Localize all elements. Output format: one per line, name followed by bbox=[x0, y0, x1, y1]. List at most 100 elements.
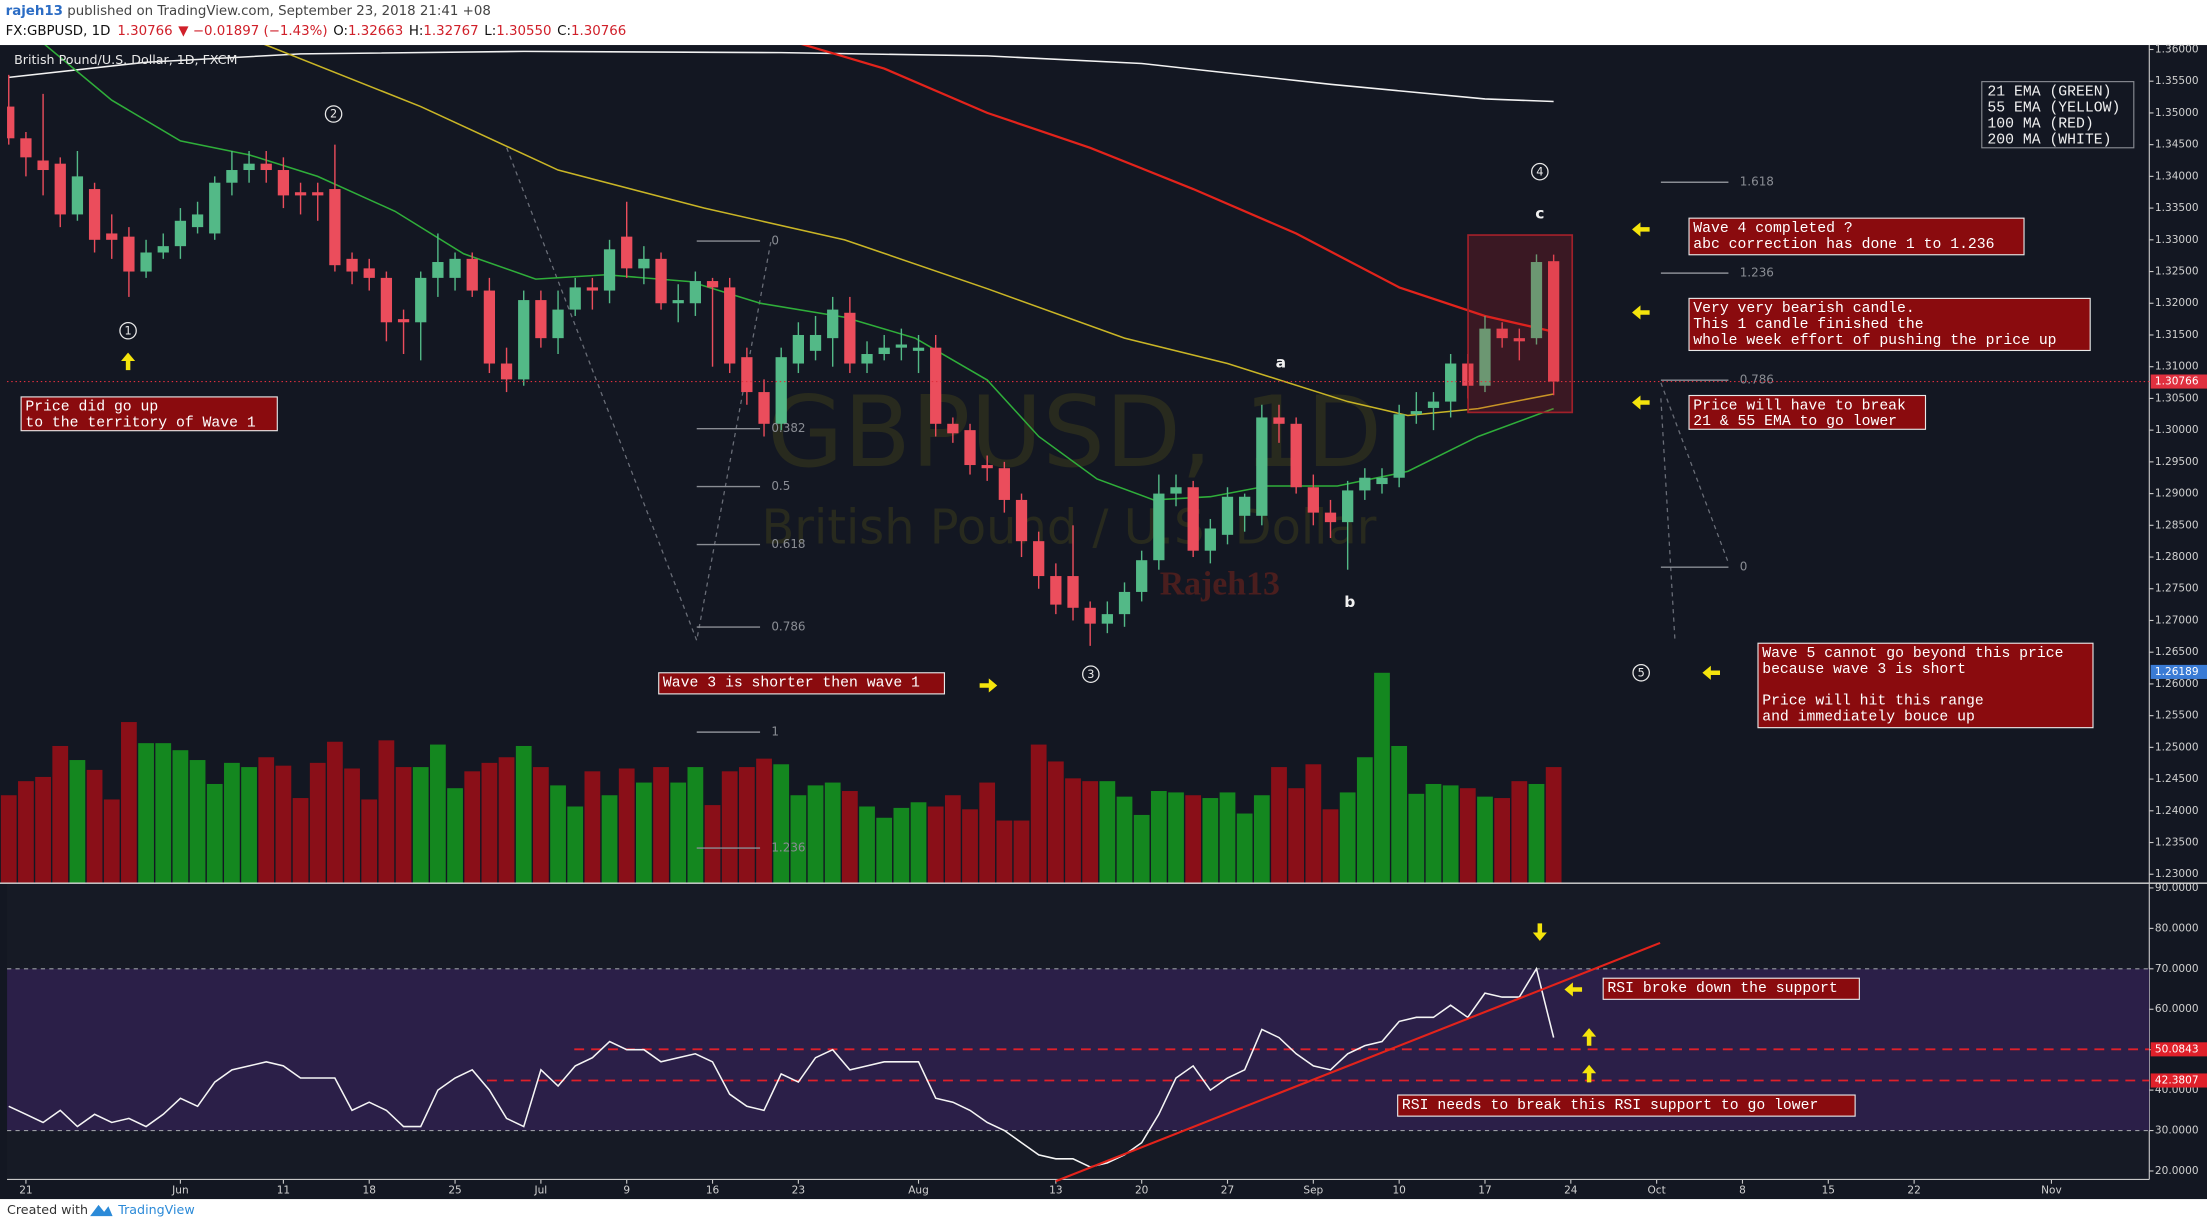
candle-body bbox=[1221, 496, 1234, 535]
moving-average bbox=[801, 45, 1554, 333]
y-tick-label: 1.34500 bbox=[2155, 139, 2199, 151]
volume-bar bbox=[35, 776, 51, 883]
y-tick-label: 1.29500 bbox=[2155, 456, 2199, 468]
volume-bar bbox=[1288, 788, 1305, 883]
rsi-level-tag bbox=[2150, 1073, 2207, 1088]
annotation-box bbox=[1688, 297, 2091, 352]
volume-bar bbox=[121, 722, 137, 883]
volume-bar bbox=[1408, 793, 1425, 883]
annotation-box bbox=[1688, 394, 1927, 430]
volume-bar bbox=[721, 771, 738, 883]
y-tick-label: 1.32000 bbox=[2155, 297, 2199, 309]
candle-body bbox=[1118, 591, 1131, 615]
y-tick-label: 1.24500 bbox=[2155, 773, 2199, 785]
candle-body bbox=[449, 258, 461, 278]
candle-body bbox=[329, 189, 341, 266]
candle-body bbox=[621, 236, 633, 269]
ohlc-label: L: bbox=[484, 24, 496, 39]
ohlc-value: 1.30550 bbox=[496, 24, 551, 39]
fib-label: 0.382 bbox=[771, 421, 805, 435]
x-tick-label: 8 bbox=[1739, 1185, 1746, 1197]
candle-body bbox=[260, 163, 272, 171]
candle-body bbox=[998, 468, 1010, 500]
candle-body bbox=[277, 170, 290, 196]
annotation-text: Price will hit this range bbox=[1762, 694, 1984, 710]
candle-body bbox=[1548, 261, 1560, 382]
candle-body bbox=[1445, 363, 1457, 402]
published-line: rajeh13 published on TradingView.com, Se… bbox=[6, 4, 491, 19]
volume-bar bbox=[1013, 820, 1030, 883]
volume-bar bbox=[704, 805, 721, 883]
candle-body bbox=[535, 300, 547, 339]
candle-body bbox=[37, 160, 49, 171]
fib-label: 1.618 bbox=[1740, 175, 1774, 189]
x-tick-label: 23 bbox=[792, 1185, 805, 1197]
watermark-symbol: GBPUSD, 1D bbox=[767, 376, 1382, 490]
abc-label: b bbox=[1344, 593, 1355, 611]
x-tick-label: 13 bbox=[1049, 1185, 1062, 1197]
volume-bar bbox=[481, 762, 498, 883]
annotation-text: abc correction has done 1 to 1.236 bbox=[1693, 237, 1994, 253]
x-tick-label: Sep bbox=[1303, 1185, 1323, 1197]
annotation-box bbox=[1397, 1094, 1856, 1117]
rsi-level-label: 42.3807 bbox=[2155, 1074, 2199, 1086]
symbol-line: FX:GBPUSD, 1D 1.30766 ▼ −0.01897 (−1.43%) O… bbox=[6, 24, 627, 39]
volume-bar bbox=[206, 783, 223, 883]
candle-body bbox=[844, 312, 856, 364]
wave-circle bbox=[1632, 663, 1650, 682]
y-tick-label: 1.34000 bbox=[2155, 170, 2199, 182]
candle-body bbox=[226, 170, 238, 183]
author[interactable]: rajeh13 bbox=[6, 4, 63, 19]
volume-bar bbox=[0, 795, 17, 883]
wave-label: 4 bbox=[1536, 165, 1543, 178]
footer-created: Created with bbox=[7, 1202, 88, 1217]
candle-body bbox=[88, 189, 101, 240]
candle-body bbox=[1170, 487, 1182, 494]
volume-bar bbox=[18, 781, 34, 883]
x-tick-label: 11 bbox=[277, 1185, 290, 1197]
annotation-text: because wave 3 is short bbox=[1762, 662, 1966, 678]
volume-bar bbox=[1442, 785, 1459, 883]
candle-body bbox=[724, 287, 736, 364]
highlight-box bbox=[1467, 234, 1574, 414]
fib-label: 0.618 bbox=[771, 537, 805, 551]
volume-layer bbox=[0, 672, 1562, 883]
candle-body bbox=[1187, 487, 1199, 551]
footer-brand[interactable]: TradingView bbox=[117, 1202, 194, 1217]
y-tick-label: 1.25000 bbox=[2155, 741, 2199, 753]
arrow bbox=[1632, 222, 1650, 237]
candle-body bbox=[157, 246, 169, 253]
volume-bar bbox=[69, 760, 86, 883]
volume-bar bbox=[756, 758, 772, 883]
wave-circle bbox=[324, 105, 343, 123]
volume-bar bbox=[807, 785, 824, 883]
volume-bar bbox=[653, 767, 669, 883]
ohlc-value: 1.32663 bbox=[348, 24, 403, 39]
watermark-author: Rajeh13 bbox=[1160, 566, 1280, 603]
watermark-description: British Pound / U.S. Dollar bbox=[761, 501, 1376, 556]
volume-bar bbox=[1030, 744, 1047, 883]
x-tick-label: 16 bbox=[706, 1185, 720, 1197]
wave-label: 2 bbox=[330, 108, 337, 121]
x-tick-label: 22 bbox=[1907, 1185, 1920, 1197]
volume-bar bbox=[1356, 757, 1373, 883]
candle-body bbox=[947, 423, 959, 434]
annotation-box bbox=[1757, 642, 2094, 729]
ohlc-label: H: bbox=[409, 24, 424, 39]
candle-body bbox=[483, 290, 496, 364]
candle-body bbox=[1359, 477, 1371, 491]
candle-body bbox=[1273, 417, 1285, 424]
volume-bar bbox=[1133, 814, 1150, 883]
candle-body bbox=[1033, 541, 1045, 577]
candle-body bbox=[861, 354, 873, 364]
volume-bar bbox=[550, 785, 566, 883]
volume-bar bbox=[687, 767, 704, 883]
annotation-text: RSI needs to break this RSI support to g… bbox=[1402, 1098, 1818, 1114]
y-tick-label: 1.25500 bbox=[2155, 710, 2199, 722]
candle-body bbox=[466, 258, 478, 291]
volume-bar bbox=[841, 791, 858, 883]
candle-body bbox=[209, 182, 221, 234]
volume-bar bbox=[1047, 761, 1064, 883]
volume-bar bbox=[327, 741, 343, 883]
arrow bbox=[1582, 1064, 1597, 1083]
